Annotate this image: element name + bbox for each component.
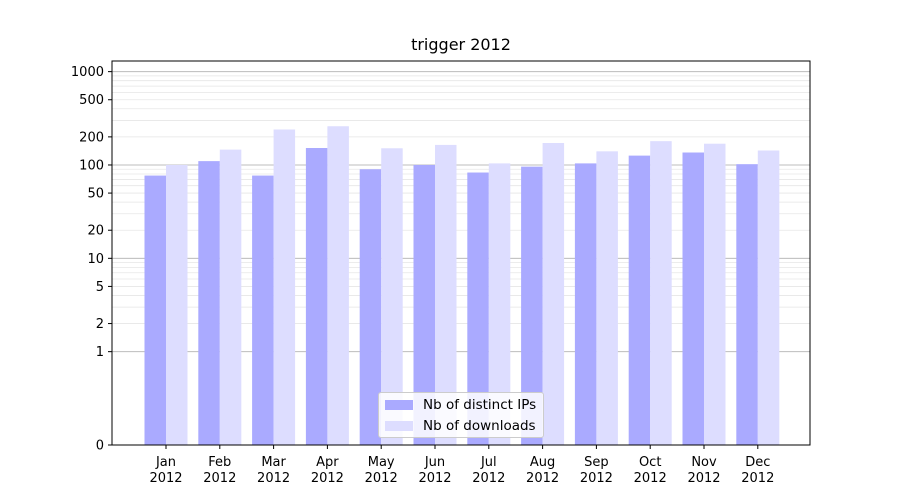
y-tick-label: 10 — [87, 252, 104, 267]
bar-downloads — [488, 163, 511, 446]
bar-distinct-ips — [521, 166, 543, 445]
bar-distinct-ips — [359, 169, 382, 446]
x-tick-label: Jun 2012 — [418, 455, 451, 486]
bar-downloads — [273, 129, 296, 445]
y-tick-label: 0 — [96, 439, 104, 454]
x-tick-label: Nov 2012 — [687, 455, 720, 486]
bar-downloads — [381, 148, 403, 445]
bar-distinct-ips — [467, 172, 489, 446]
bar-distinct-ips — [682, 152, 704, 445]
chart-title: trigger 2012 — [411, 35, 511, 54]
bar-distinct-ips — [413, 164, 435, 446]
y-tick-label: 1000 — [71, 65, 104, 80]
bar-distinct-ips — [198, 161, 220, 446]
bar-downloads — [542, 142, 565, 445]
plot-frame — [111, 60, 811, 446]
y-tick-label: 1 — [96, 345, 104, 360]
legend-swatch-distinct-ips — [385, 400, 413, 410]
y-tick-label: 50 — [87, 187, 104, 202]
chart-legend: Nb of distinct IPs Nb of downloads — [378, 392, 544, 438]
x-tick-label: Feb 2012 — [203, 455, 236, 486]
bar-downloads — [704, 143, 726, 445]
legend-item-distinct-ips: Nb of distinct IPs — [385, 396, 536, 414]
y-tick-label: 5 — [96, 280, 104, 295]
bar-distinct-ips — [736, 164, 758, 445]
bar-downloads — [650, 141, 672, 445]
x-tick-label: Apr 2012 — [311, 455, 344, 486]
bar-downloads — [596, 151, 618, 445]
bar-downloads — [757, 150, 780, 445]
x-tick-label: Aug 2012 — [526, 455, 559, 486]
x-tick-label: May 2012 — [365, 455, 398, 486]
y-tick-label: 20 — [87, 224, 104, 239]
x-tick-label: Dec 2012 — [741, 455, 774, 486]
x-tick-label: Mar 2012 — [257, 455, 290, 486]
x-tick-label: Sep 2012 — [580, 455, 613, 486]
bar-downloads — [327, 126, 349, 446]
bar-downloads — [219, 149, 242, 446]
bar-downloads — [435, 144, 457, 445]
y-tick-label: 500 — [79, 93, 104, 108]
x-tick-label: Oct 2012 — [634, 455, 667, 486]
legend-swatch-downloads — [385, 421, 413, 431]
bar-distinct-ips — [144, 175, 166, 445]
bar-distinct-ips — [252, 175, 274, 445]
bar-distinct-ips — [574, 163, 597, 446]
x-tick-label: Jul 2012 — [472, 455, 505, 486]
legend-label-downloads: Nb of downloads — [423, 418, 536, 434]
x-tick-label: Jan 2012 — [149, 455, 182, 486]
bar-downloads — [166, 164, 188, 446]
y-tick-label: 200 — [79, 130, 104, 145]
y-tick-label: 2 — [96, 317, 104, 332]
legend-item-downloads: Nb of downloads — [385, 417, 536, 435]
legend-label-distinct-ips: Nb of distinct IPs — [423, 397, 537, 413]
y-tick-label: 100 — [79, 158, 104, 173]
bar-distinct-ips — [628, 155, 651, 445]
bar-distinct-ips — [305, 148, 328, 445]
